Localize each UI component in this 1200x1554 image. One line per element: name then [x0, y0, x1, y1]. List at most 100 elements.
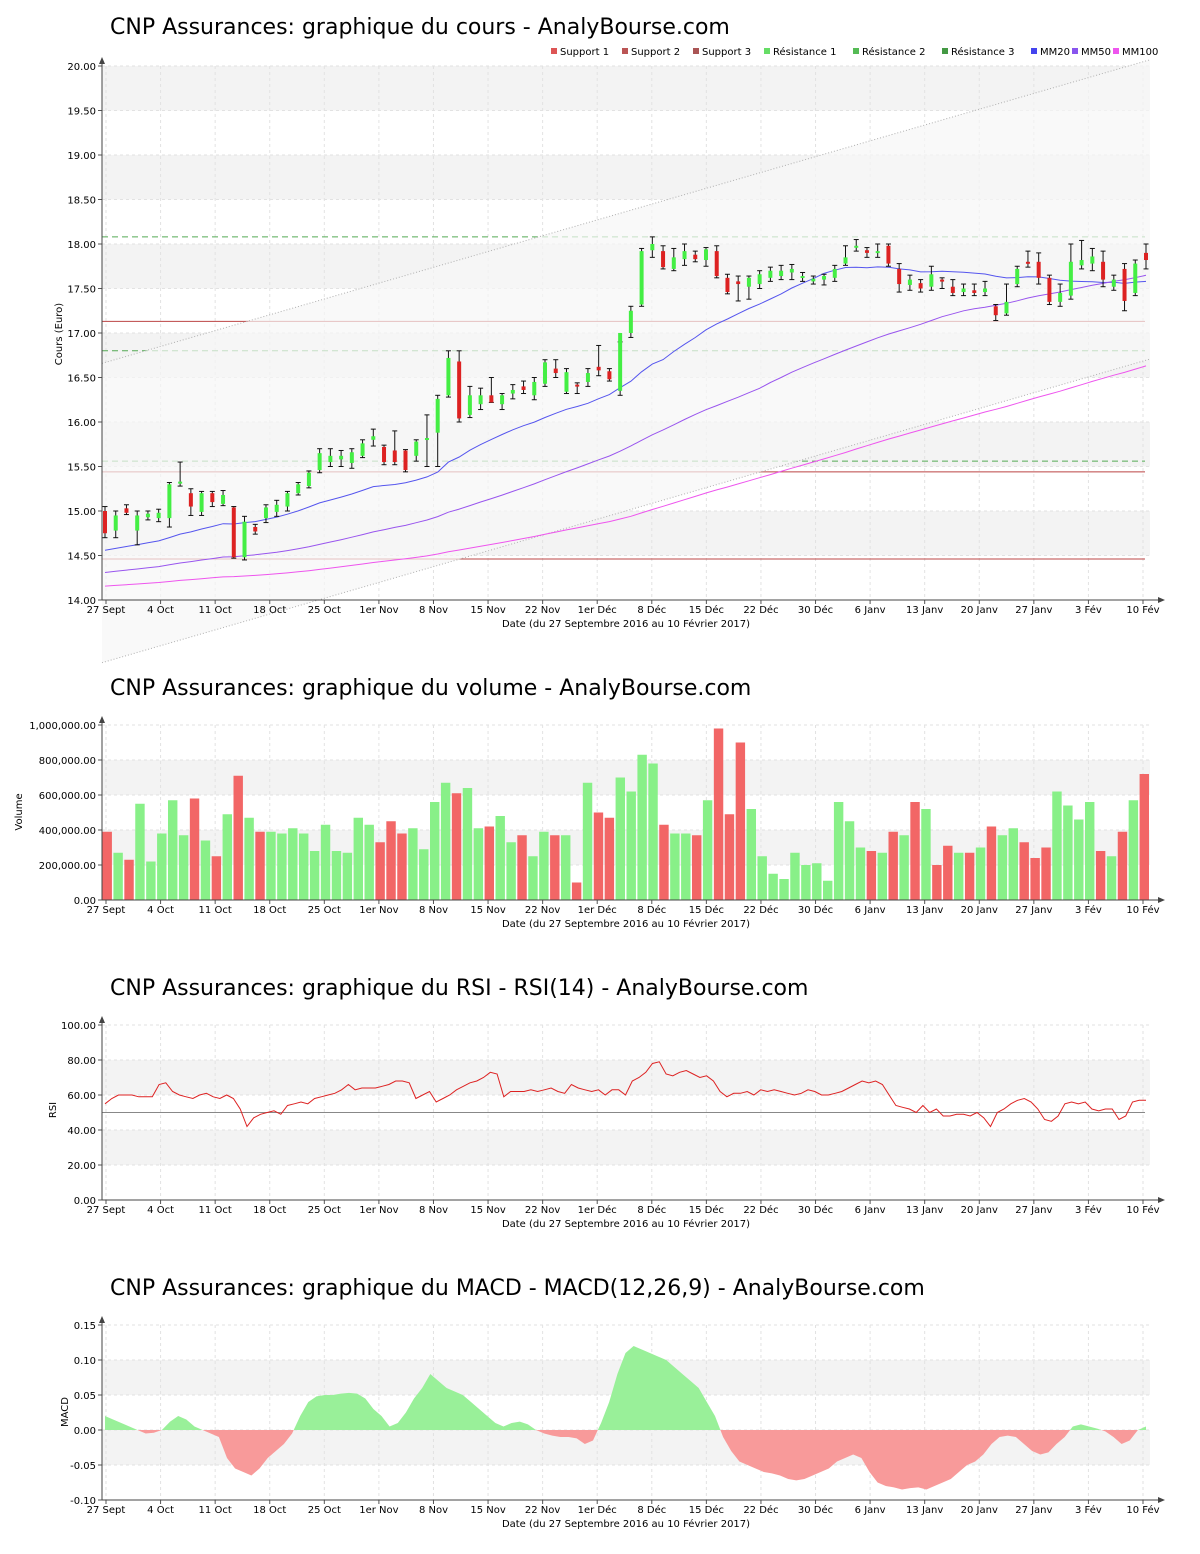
- price-x-tick-label: 11 Oct: [199, 605, 232, 616]
- volume-bar: [702, 800, 713, 900]
- volume-y-axis-label: Volume: [14, 793, 25, 830]
- volume-y-tick-label: 800,000.00: [39, 756, 96, 767]
- price-x-tick-label: 13 Janv: [906, 605, 943, 616]
- volume-x-tick-label: 22 Nov: [525, 905, 561, 916]
- volume-x-tick-label: 25 Oct: [308, 905, 341, 916]
- candle-body: [296, 484, 301, 494]
- volume-x-tick-label: 30 Déc: [798, 904, 833, 916]
- legend-label: Résistance 1: [773, 46, 836, 58]
- price-x-tick-label: 25 Oct: [308, 605, 341, 616]
- candlestick-series: [102, 236, 1149, 561]
- legend-swatch: [853, 48, 859, 54]
- volume-bar: [233, 775, 243, 900]
- rsi-x-tick-label: 11 Oct: [199, 1205, 232, 1216]
- candle-body: [328, 455, 333, 463]
- price-x-axis-label: Date (du 27 Septembre 2016 au 10 Février…: [502, 618, 750, 630]
- rsi-chart-panel: CNP Assurances: graphique du RSI - RSI(1…: [48, 976, 1165, 1230]
- candle-body: [1133, 263, 1138, 293]
- rsi-x-tick-label: 27 Sept: [87, 1205, 126, 1216]
- candle-body: [1122, 268, 1127, 301]
- volume-bar: [670, 833, 680, 900]
- candle-body: [918, 283, 923, 289]
- volume-x-tick-label: 3 Fév: [1075, 904, 1102, 916]
- volume-bar: [1041, 847, 1051, 900]
- volume-bar: [462, 788, 473, 900]
- volume-bar: [954, 852, 964, 900]
- rsi-x-tick-label: 6 Janv: [855, 1205, 886, 1216]
- rsi-y-axis-label: RSI: [48, 1102, 59, 1118]
- volume-bar: [320, 824, 331, 900]
- candle-body: [575, 384, 580, 387]
- volume-band: [102, 830, 1150, 865]
- candle-body: [349, 452, 354, 463]
- rsi-x-tick-label: 8 Nov: [419, 1205, 448, 1216]
- candle-body: [757, 274, 762, 285]
- rsi-chart-title: CNP Assurances: graphique du RSI - RSI(1…: [110, 976, 808, 1001]
- candle-body: [596, 366, 601, 371]
- candle-body: [822, 276, 827, 280]
- rsi-line-series: [102, 1061, 1146, 1128]
- candle-body: [403, 450, 408, 471]
- candle-body: [1068, 261, 1073, 296]
- price-y-tick-label: 15.00: [67, 507, 96, 518]
- macd-area-series: [105, 1346, 1146, 1490]
- legend-swatch: [622, 48, 628, 54]
- volume-bar: [440, 782, 451, 900]
- volume-bar: [561, 835, 571, 900]
- candle-body: [1025, 261, 1030, 264]
- volume-bar: [713, 728, 724, 900]
- macd-y-tick-label: 0.05: [74, 1391, 96, 1402]
- volume-bar: [135, 803, 145, 900]
- volume-bar: [615, 777, 625, 900]
- price-x-tick-label: 1er Déc: [578, 604, 617, 616]
- price-y-axis-label: Cours (Euro): [54, 303, 65, 366]
- rsi-x-tick-label: 13 Janv: [906, 1205, 943, 1216]
- rsi-y-axis-arrow: [99, 1016, 105, 1023]
- rsi-y-tick-label: 100.00: [61, 1021, 96, 1032]
- volume-bar: [189, 798, 200, 900]
- macd-negative-area: [1101, 1430, 1138, 1444]
- rsi-x-tick-label: 3 Fév: [1075, 1204, 1102, 1216]
- volume-x-tick-label: 8 Déc: [637, 904, 666, 916]
- macd-x-tick-label: 8 Déc: [637, 1504, 666, 1516]
- macd-x-tick-label: 27 Janv: [1015, 1505, 1052, 1516]
- candle-body: [972, 290, 977, 293]
- candle-body: [671, 257, 676, 269]
- volume-x-axis-arrow: [1158, 897, 1165, 903]
- price-x-axis-arrow: [1158, 597, 1165, 603]
- volume-bar: [888, 831, 898, 900]
- candle-body: [231, 507, 236, 558]
- macd-positive-area: [105, 1416, 138, 1430]
- mm50-line: [104, 274, 1147, 573]
- macd-negative-area: [536, 1430, 598, 1444]
- price-y-tick-label: 18.00: [67, 240, 96, 251]
- candle-body: [424, 438, 429, 441]
- candle-body: [650, 244, 655, 251]
- volume-y-axis-arrow: [99, 716, 105, 723]
- legend-swatch: [551, 48, 557, 54]
- candle-body: [736, 281, 741, 285]
- macd-y-tick-label: 0.10: [74, 1356, 96, 1367]
- price-y-tick-label: 15.50: [67, 463, 96, 474]
- volume-bar: [593, 812, 604, 900]
- candle-body: [703, 249, 708, 261]
- trend-channel-lower: [101, 358, 1151, 664]
- rsi-x-tick-label: 18 Oct: [253, 1205, 286, 1216]
- candle-body: [113, 515, 118, 531]
- volume-y-tick-label: 0.00: [74, 896, 96, 907]
- macd-x-tick-label: 27 Sept: [87, 1505, 126, 1516]
- candle-body: [1047, 277, 1052, 302]
- candle-body: [1058, 292, 1063, 302]
- macd-positive-area: [1137, 1426, 1146, 1430]
- volume-bar: [386, 821, 396, 900]
- price-y-tick-label: 17.50: [67, 285, 96, 296]
- volume-bar: [255, 831, 265, 900]
- volume-x-tick-label: 11 Oct: [199, 905, 232, 916]
- volume-bar: [1095, 851, 1106, 900]
- macd-x-tick-label: 15 Déc: [689, 1504, 724, 1516]
- candle-body: [607, 371, 612, 380]
- rsi-x-tick-label: 22 Déc: [743, 1204, 778, 1216]
- price-y-tick-label: 18.50: [67, 196, 96, 207]
